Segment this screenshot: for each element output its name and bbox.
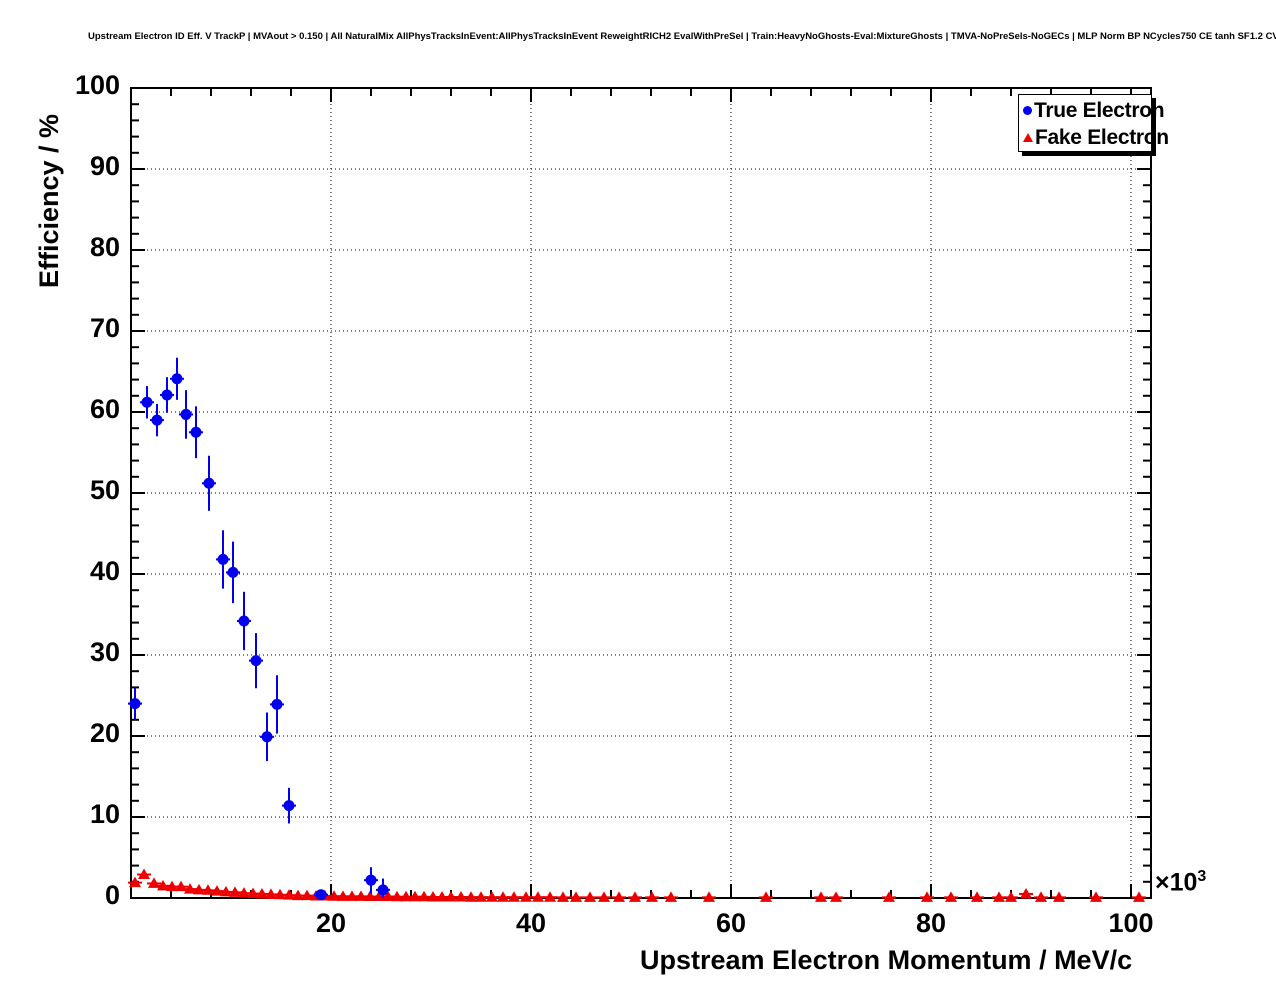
x-axis-exponent-label: ×103 [1155,868,1206,897]
triangle-marker-icon [1023,133,1033,142]
legend-label-true-electron: True Electron [1034,98,1165,122]
y-tick-label: 20 [89,718,120,748]
plot-title: Upstream Electron ID Eff. V TrackP | MVA… [88,31,1276,42]
series-fake-electron [128,868,1146,902]
y-tick-label: 70 [89,313,120,343]
y-axis-title: Efficiency / % [34,113,64,288]
exponent-base: ×10 [1155,868,1198,897]
x-tick-label: 20 [315,908,347,938]
x-axis-title: Upstream Electron Momentum / MeV/c [640,945,1133,975]
gridlines [131,87,1151,898]
legend-label-fake-electron: Fake Electron [1035,125,1169,149]
y-tick-label: 100 [74,70,120,100]
y-tick-label: 40 [89,556,120,586]
y-tick-label: 60 [89,394,120,424]
y-tick-label: 90 [89,151,120,181]
series-true-electron [128,357,390,901]
y-tick-label: 0 [104,880,120,910]
legend-entry-fake-electron[interactable]: Fake Electron [1023,124,1169,151]
x-tick-label: 100 [1108,908,1154,938]
y-tick-label: 80 [89,232,120,262]
exponent-power: 3 [1197,868,1207,885]
y-tick-label: 50 [89,475,120,505]
circle-marker-icon [1023,106,1032,115]
x-tick-label: 60 [715,908,747,938]
legend-entry-true-electron[interactable]: True Electron [1023,97,1165,124]
chart-legend[interactable]: True Electron Fake Electron [1018,94,1169,152]
y-tick-label: 10 [89,799,120,829]
x-tick-label: 40 [515,908,547,938]
x-tick-label: 80 [915,908,947,938]
y-tick-label: 30 [89,637,120,667]
